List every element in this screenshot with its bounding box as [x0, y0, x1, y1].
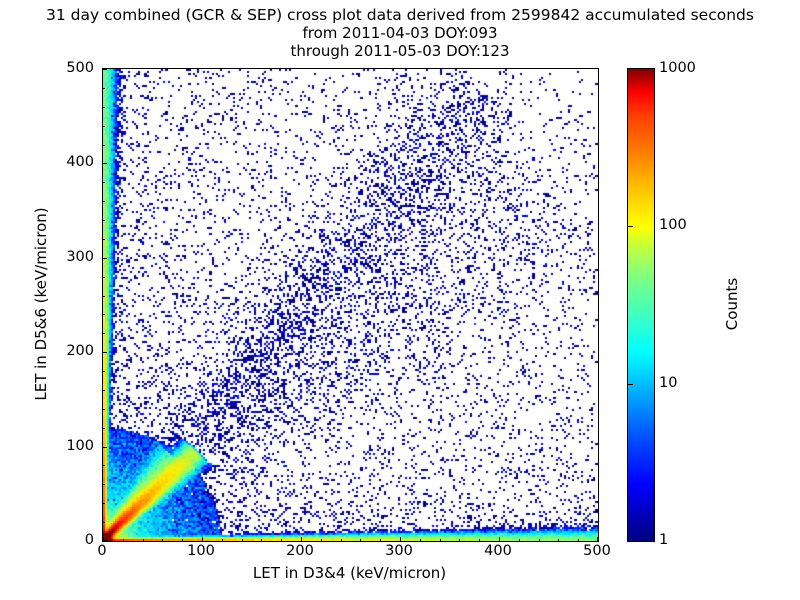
x-minor-tick — [558, 539, 559, 541]
colorbar-tick-label: 10 — [659, 374, 678, 391]
x-major-tick — [202, 537, 203, 541]
y-minor-tick — [103, 522, 105, 523]
y-minor-tick — [103, 333, 105, 334]
x-tick-label: 500 — [583, 543, 611, 559]
plot-title: 31 day combined (GCR & SEP) cross plot d… — [0, 6, 800, 60]
y-minor-tick — [103, 182, 105, 183]
x-major-tick — [597, 537, 598, 541]
x-minor-tick — [182, 539, 183, 541]
x-minor-tick — [519, 539, 520, 541]
y-minor-tick — [103, 484, 105, 485]
x-minor-tick — [459, 539, 460, 541]
x-major-tick — [499, 537, 500, 541]
y-minor-tick — [103, 409, 105, 410]
y-minor-tick — [103, 428, 105, 429]
y-major-tick — [103, 352, 107, 353]
y-minor-tick — [103, 220, 105, 221]
y-tick-label: 300 — [66, 248, 94, 265]
y-tick-label: 200 — [66, 343, 94, 360]
x-minor-tick — [420, 539, 421, 541]
y-minor-tick — [103, 277, 105, 278]
y-tick-label: 400 — [66, 154, 94, 171]
x-tick-label: 400 — [484, 543, 512, 559]
y-minor-tick — [103, 390, 105, 391]
x-tick-label: 200 — [286, 543, 314, 559]
title-line-2: from 2011-04-03 DOY:093 — [302, 24, 498, 42]
x-axis-label: LET in D3&4 (keV/micron) — [252, 564, 447, 582]
y-minor-tick — [103, 239, 105, 240]
y-minor-tick — [103, 145, 105, 146]
y-major-tick — [103, 69, 107, 70]
y-major-tick — [103, 540, 107, 541]
x-minor-tick — [281, 539, 282, 541]
x-minor-tick — [440, 539, 441, 541]
y-major-tick — [103, 163, 107, 164]
colorbar-label: Counts — [723, 277, 741, 331]
title-line-1: 31 day combined (GCR & SEP) cross plot d… — [46, 6, 754, 24]
y-major-tick — [103, 447, 107, 448]
y-minor-tick — [103, 465, 105, 466]
colorbar-tick — [628, 384, 633, 385]
x-minor-tick — [222, 539, 223, 541]
x-tick-label: 100 — [187, 543, 215, 559]
x-minor-tick — [162, 539, 163, 541]
y-minor-tick — [103, 107, 105, 108]
x-minor-tick — [539, 539, 540, 541]
colorbar-tick-label: 1000 — [659, 60, 696, 76]
y-minor-tick — [103, 371, 105, 372]
y-minor-tick — [103, 201, 105, 202]
colorbar-tick-label: 1 — [659, 532, 669, 548]
x-minor-tick — [360, 539, 361, 541]
x-minor-tick — [143, 539, 144, 541]
y-major-tick — [103, 258, 107, 259]
x-minor-tick — [242, 539, 243, 541]
y-axis-label: LET in D5&6 (keV/micron) — [32, 207, 50, 401]
title-line-3: through 2011-05-03 DOY:123 — [290, 42, 510, 60]
plot-axes — [102, 68, 599, 542]
density-scatter-canvas — [103, 69, 598, 541]
x-minor-tick — [578, 539, 579, 541]
y-minor-tick — [103, 88, 105, 89]
colorbar — [627, 68, 655, 542]
x-tick-label: 0 — [97, 543, 107, 559]
x-major-tick — [301, 537, 302, 541]
y-minor-tick — [103, 503, 105, 504]
x-minor-tick — [321, 539, 322, 541]
y-tick-label: 100 — [66, 437, 94, 454]
x-tick-label: 300 — [385, 543, 413, 559]
x-minor-tick — [261, 539, 262, 541]
y-minor-tick — [103, 296, 105, 297]
y-minor-tick — [103, 314, 105, 315]
colorbar-tick — [628, 226, 633, 227]
x-minor-tick — [479, 539, 480, 541]
y-minor-tick — [103, 126, 105, 127]
x-minor-tick — [123, 539, 124, 541]
x-major-tick — [400, 537, 401, 541]
x-major-tick — [103, 537, 104, 541]
colorbar-tick-label: 100 — [659, 217, 687, 234]
y-tick-label: 0 — [84, 532, 94, 548]
x-minor-tick — [341, 539, 342, 541]
y-tick-label: 500 — [66, 60, 94, 76]
x-minor-tick — [380, 539, 381, 541]
